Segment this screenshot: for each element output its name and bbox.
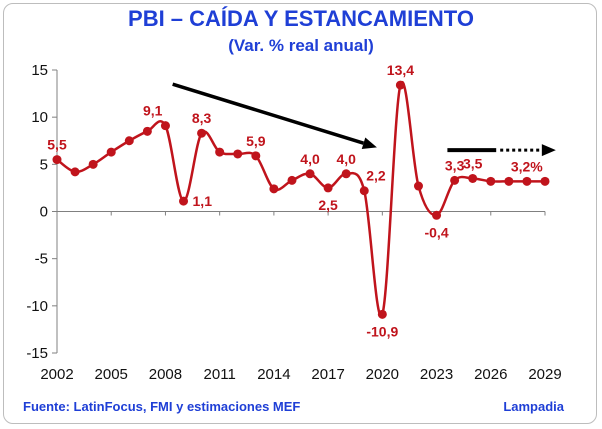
arrow-head: [361, 137, 377, 149]
data-label: 3,3: [445, 157, 465, 173]
data-label: 5,9: [246, 133, 266, 149]
data-point: [179, 196, 189, 206]
y-axis-ticks: 15 10 5 0 -5 -10 -15: [26, 62, 57, 362]
data-point: [359, 186, 369, 196]
arrow-head: [541, 144, 556, 157]
data-point: [269, 184, 279, 194]
data-point: [251, 151, 261, 161]
data-point: [70, 167, 80, 177]
data-point: [432, 210, 442, 220]
brand-label: Lampadia: [503, 399, 564, 414]
x-tick-label: 2026: [474, 366, 507, 383]
data-point: [233, 149, 243, 159]
data-label: 4,0: [336, 151, 356, 167]
x-tick-label: 2023: [420, 366, 453, 383]
source-note: Fuente: LatinFocus, FMI y estimaciones M…: [23, 399, 301, 414]
data-point: [468, 173, 478, 183]
chart-subtitle: (Var. % real anual): [228, 36, 374, 55]
x-tick-label: 2017: [311, 366, 344, 383]
data-labels: 5,5 9,1 1,1 8,3 5,9 4,0 2,5 4,0 2,2 -10,9 13,4 -0,4…: [47, 62, 543, 339]
series-line: [56, 80, 545, 318]
data-point: [287, 175, 297, 185]
data-point: [450, 175, 460, 185]
data-point: [52, 155, 62, 165]
data-label: 4,0: [300, 151, 320, 167]
data-point: [160, 121, 170, 131]
x-tick-label: 2011: [204, 366, 236, 383]
data-point: [377, 309, 387, 319]
data-point: [305, 169, 315, 179]
x-axis-ticks: 2002 2005 2008 2011 2014 2017 2020 2023 2026 2029: [40, 211, 562, 383]
data-point: [395, 80, 405, 90]
data-label: 3,5: [463, 155, 483, 171]
trend-arrows: [172, 82, 556, 157]
chart-frame: [3, 3, 597, 424]
data-point: [504, 176, 514, 186]
data-label: 2,2: [366, 168, 386, 184]
y-tick-label: -5: [35, 251, 48, 268]
data-label: 3,2%: [511, 158, 543, 174]
arrow-line: [172, 82, 365, 145]
data-point: [413, 181, 423, 191]
data-label: -0,4: [424, 224, 448, 240]
data-label: 9,1: [143, 103, 163, 119]
data-label: -10,9: [366, 323, 398, 339]
data-point: [88, 159, 98, 169]
y-tick-label: -10: [26, 298, 48, 315]
data-point: [197, 128, 207, 138]
data-point: [106, 147, 116, 157]
x-tick-label: 2005: [95, 366, 128, 383]
data-point: [124, 136, 134, 146]
y-tick-label: 10: [31, 109, 48, 126]
y-tick-label: 5: [40, 156, 48, 173]
data-point: [540, 176, 550, 186]
data-label: 5,5: [47, 137, 67, 153]
data-point: [486, 176, 496, 186]
data-point: [215, 147, 225, 157]
data-label: 2,5: [318, 197, 338, 213]
x-tick-label: 2029: [528, 366, 561, 383]
y-tick-label: 0: [40, 204, 48, 221]
x-tick-label: 2014: [257, 366, 290, 383]
series-group: [52, 80, 550, 319]
x-tick-label: 2020: [366, 366, 399, 383]
chart-title: PBI – CAÍDA Y ESTANCAMIENTO: [128, 6, 474, 31]
x-tick-label: 2008: [149, 366, 182, 383]
data-label: 1,1: [193, 193, 213, 209]
chart-axes: [56, 70, 545, 353]
x-tick-label: 2002: [40, 366, 73, 383]
y-tick-label: -15: [26, 345, 48, 362]
data-point: [142, 126, 152, 136]
y-tick-label: 15: [31, 62, 48, 79]
data-point: [522, 176, 532, 186]
data-label: 8,3: [192, 110, 212, 126]
data-point: [341, 169, 351, 179]
data-label: 13,4: [387, 62, 414, 78]
data-point: [323, 183, 333, 193]
